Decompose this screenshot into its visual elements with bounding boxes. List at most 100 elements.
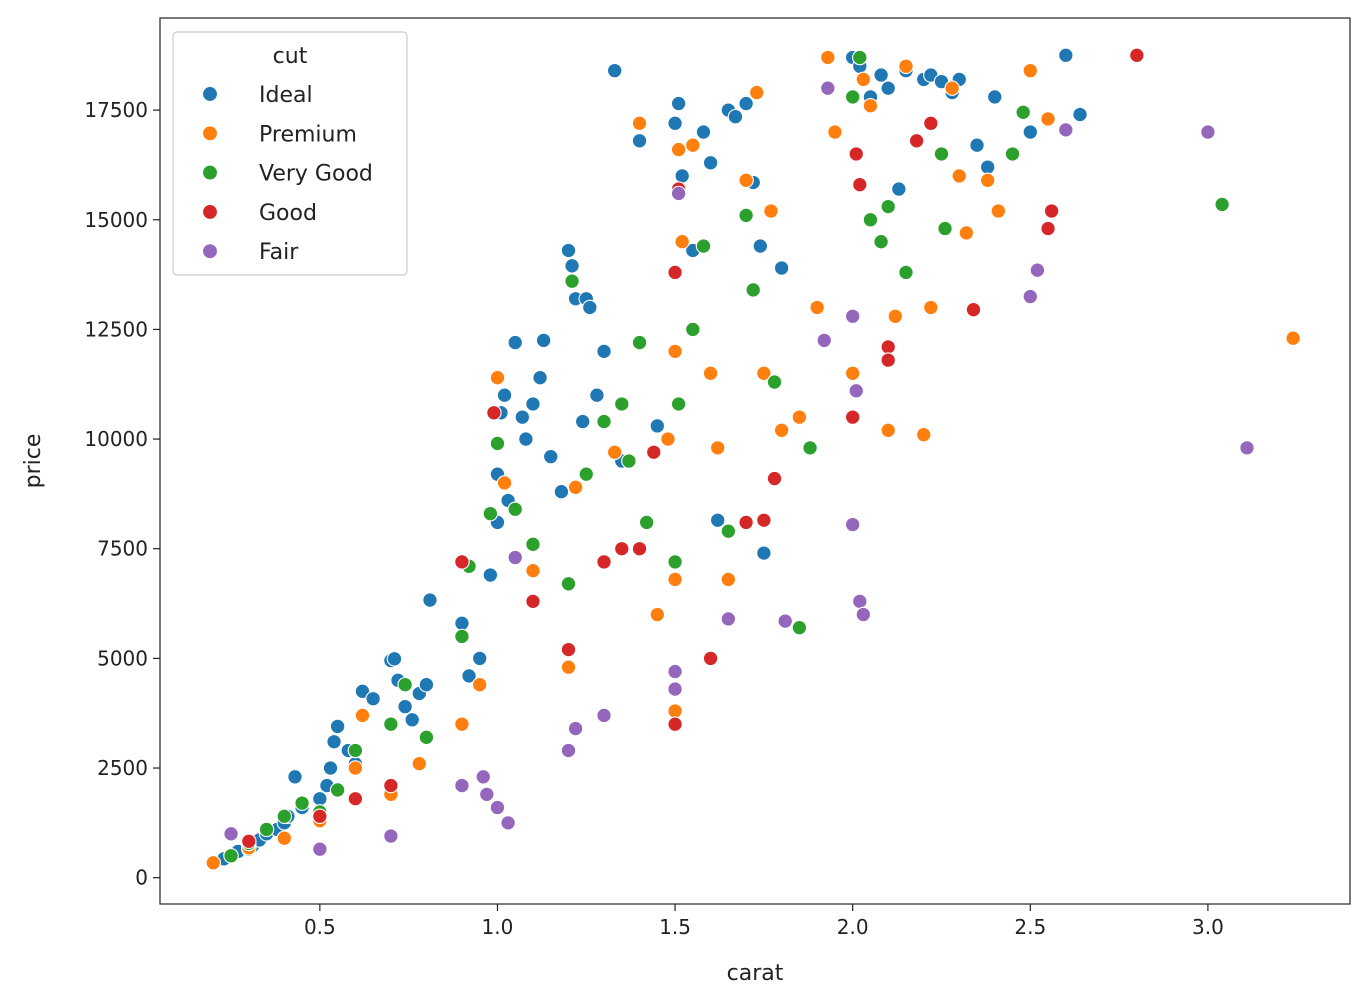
data-point bbox=[329, 782, 346, 798]
data-point bbox=[482, 567, 499, 583]
data-point bbox=[820, 49, 836, 66]
data-point bbox=[404, 712, 420, 728]
data-point bbox=[720, 523, 737, 539]
legend-label: Premium bbox=[259, 122, 357, 147]
data-point bbox=[816, 332, 833, 349]
data-point bbox=[898, 264, 914, 281]
data-point bbox=[596, 413, 612, 430]
data-point bbox=[887, 308, 904, 325]
data-point bbox=[898, 58, 914, 74]
legend-marker bbox=[201, 203, 219, 220]
data-point bbox=[454, 554, 470, 570]
data-point bbox=[852, 176, 868, 193]
y-tick-label: 0 bbox=[135, 866, 148, 890]
data-point bbox=[347, 790, 364, 807]
data-point bbox=[766, 470, 783, 487]
data-point bbox=[844, 308, 861, 325]
data-point bbox=[1214, 196, 1230, 213]
data-point bbox=[329, 718, 346, 735]
y-tick-label: 17500 bbox=[84, 98, 148, 122]
legend-label: Fair bbox=[259, 240, 299, 265]
data-point bbox=[383, 828, 399, 844]
data-point bbox=[542, 448, 559, 465]
data-point bbox=[670, 396, 687, 412]
data-point bbox=[1129, 47, 1145, 64]
data-point bbox=[695, 124, 712, 140]
x-tick-label: 2.5 bbox=[1014, 915, 1046, 939]
x-tick-label: 0.5 bbox=[304, 915, 336, 939]
data-point bbox=[667, 264, 683, 281]
data-point bbox=[560, 659, 577, 675]
legend-marker bbox=[201, 164, 219, 181]
data-point bbox=[880, 198, 896, 215]
data-point bbox=[1043, 203, 1060, 219]
data-point bbox=[582, 299, 598, 316]
data-point bbox=[987, 89, 1003, 105]
points-layer bbox=[205, 47, 1301, 871]
data-point bbox=[685, 321, 701, 338]
data-point bbox=[560, 576, 577, 592]
data-point bbox=[1022, 124, 1039, 140]
data-point bbox=[312, 808, 328, 825]
data-point bbox=[287, 769, 303, 785]
data-point bbox=[500, 815, 516, 831]
data-point bbox=[646, 444, 662, 460]
data-point bbox=[489, 799, 506, 816]
data-point bbox=[411, 755, 428, 772]
legend-items: Ideal Premium Very Good Good Fair bbox=[201, 83, 373, 265]
data-point bbox=[525, 562, 541, 579]
data-point bbox=[844, 409, 861, 425]
data-point bbox=[844, 365, 861, 382]
data-point bbox=[475, 769, 492, 785]
data-point bbox=[322, 760, 339, 776]
data-point bbox=[223, 826, 239, 842]
data-point bbox=[891, 181, 907, 197]
data-point bbox=[766, 374, 783, 390]
x-axis-label: carat bbox=[727, 961, 784, 986]
data-point bbox=[667, 716, 683, 732]
x-tick-label: 2.0 bbox=[837, 915, 869, 939]
data-point bbox=[880, 352, 896, 368]
data-point bbox=[614, 540, 630, 557]
data-point bbox=[631, 540, 648, 557]
data-point bbox=[1022, 62, 1039, 79]
data-point bbox=[347, 742, 364, 759]
data-point bbox=[827, 124, 843, 140]
data-point bbox=[596, 554, 612, 570]
series-fair bbox=[223, 80, 1255, 857]
data-point bbox=[820, 80, 836, 96]
data-point bbox=[709, 512, 726, 528]
data-point bbox=[852, 593, 868, 610]
data-point bbox=[667, 703, 683, 719]
x-axis: 0.5 1.0 1.5 2.0 2.5 3.0 bbox=[304, 904, 1224, 939]
data-point bbox=[709, 440, 726, 456]
data-point bbox=[1040, 111, 1056, 127]
x-tick-label: 3.0 bbox=[1192, 915, 1224, 939]
legend-marker bbox=[201, 243, 219, 260]
data-point bbox=[454, 716, 470, 732]
data-point bbox=[496, 475, 513, 491]
y-tick-label: 10000 bbox=[84, 427, 148, 451]
data-point bbox=[702, 365, 719, 382]
data-point bbox=[489, 369, 506, 386]
data-point bbox=[418, 729, 435, 746]
data-point bbox=[276, 830, 293, 846]
data-point bbox=[560, 641, 577, 658]
data-point bbox=[674, 168, 690, 184]
data-point bbox=[944, 80, 960, 96]
data-point bbox=[312, 790, 328, 807]
data-point bbox=[979, 172, 996, 189]
data-point bbox=[720, 611, 737, 627]
y-tick-label: 2500 bbox=[97, 756, 148, 780]
data-point bbox=[756, 512, 772, 528]
data-point bbox=[667, 571, 683, 588]
data-point bbox=[354, 707, 371, 724]
data-point bbox=[738, 514, 754, 531]
data-point bbox=[873, 67, 889, 83]
data-point bbox=[1040, 220, 1056, 237]
data-point bbox=[1022, 288, 1039, 305]
data-point bbox=[564, 273, 580, 289]
data-point bbox=[763, 203, 779, 219]
data-point bbox=[862, 212, 879, 228]
